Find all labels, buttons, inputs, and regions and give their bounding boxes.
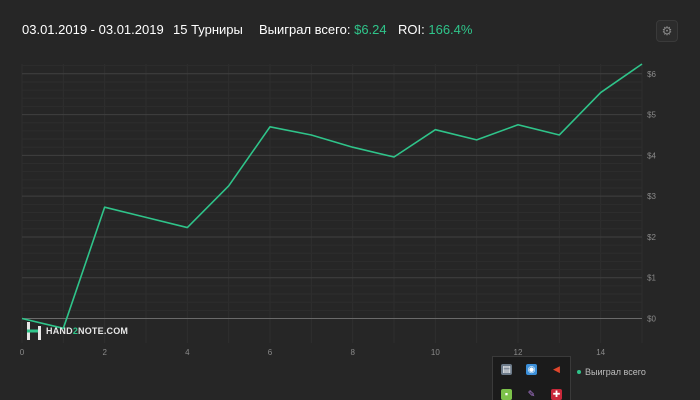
- y-tick-label: $6: [647, 70, 656, 79]
- system-tray-popup: ▤ ◉ ◀ ▪ ✎ ✚: [492, 356, 571, 400]
- y-tick-label: $3: [647, 192, 656, 201]
- app-icon[interactable]: ▪: [501, 389, 512, 400]
- total-won-label: Выиграл всего:: [259, 22, 351, 37]
- legend-label: Выиграл всего: [585, 367, 646, 377]
- volume-icon[interactable]: ◀: [553, 364, 560, 374]
- x-tick-label: 14: [596, 348, 605, 357]
- feather-icon[interactable]: ✎: [527, 389, 536, 399]
- y-tick-label: $2: [647, 233, 656, 242]
- date-range: 03.01.2019 - 03.01.2019: [22, 22, 164, 37]
- gear-icon: ⚙: [661, 24, 673, 38]
- logo-text: HAND2NOTE.COM: [46, 326, 129, 336]
- y-tick-label: $1: [647, 274, 656, 283]
- y-tick-label: $4: [647, 151, 656, 160]
- x-tick-label: 4: [185, 348, 190, 357]
- logo-mark-icon: [27, 322, 41, 340]
- chart-legend[interactable]: Выиграл всего: [577, 367, 646, 377]
- x-tick-label: 0: [20, 348, 25, 357]
- shield-icon[interactable]: ✚: [551, 389, 562, 400]
- total-won: Выиграл всего: $6.24: [259, 22, 387, 37]
- roi-value: 166.4%: [428, 22, 473, 37]
- y-tick-label: $0: [647, 315, 656, 324]
- tournament-count: 15 Турниры: [173, 22, 243, 37]
- stats-header: 03.01.2019 - 03.01.2019 15 Турниры Выигр…: [0, 0, 700, 56]
- legend-marker: [577, 370, 581, 374]
- x-tick-label: 12: [514, 348, 523, 357]
- hand2note-logo: HAND2NOTE.COM: [27, 322, 128, 340]
- y-tick-label: $5: [647, 111, 656, 120]
- monitor-icon[interactable]: ▤: [501, 364, 512, 375]
- settings-button[interactable]: ⚙: [656, 20, 678, 42]
- x-tick-label: 10: [431, 348, 440, 357]
- roi-label: ROI:: [398, 22, 425, 37]
- x-tick-label: 2: [102, 348, 107, 357]
- x-tick-label: 8: [350, 348, 355, 357]
- network-icon[interactable]: ◉: [526, 364, 537, 375]
- total-won-value: $6.24: [354, 22, 387, 37]
- x-tick-label: 6: [268, 348, 273, 357]
- roi: ROI: 166.4%: [398, 22, 472, 37]
- series-line: [21, 63, 643, 330]
